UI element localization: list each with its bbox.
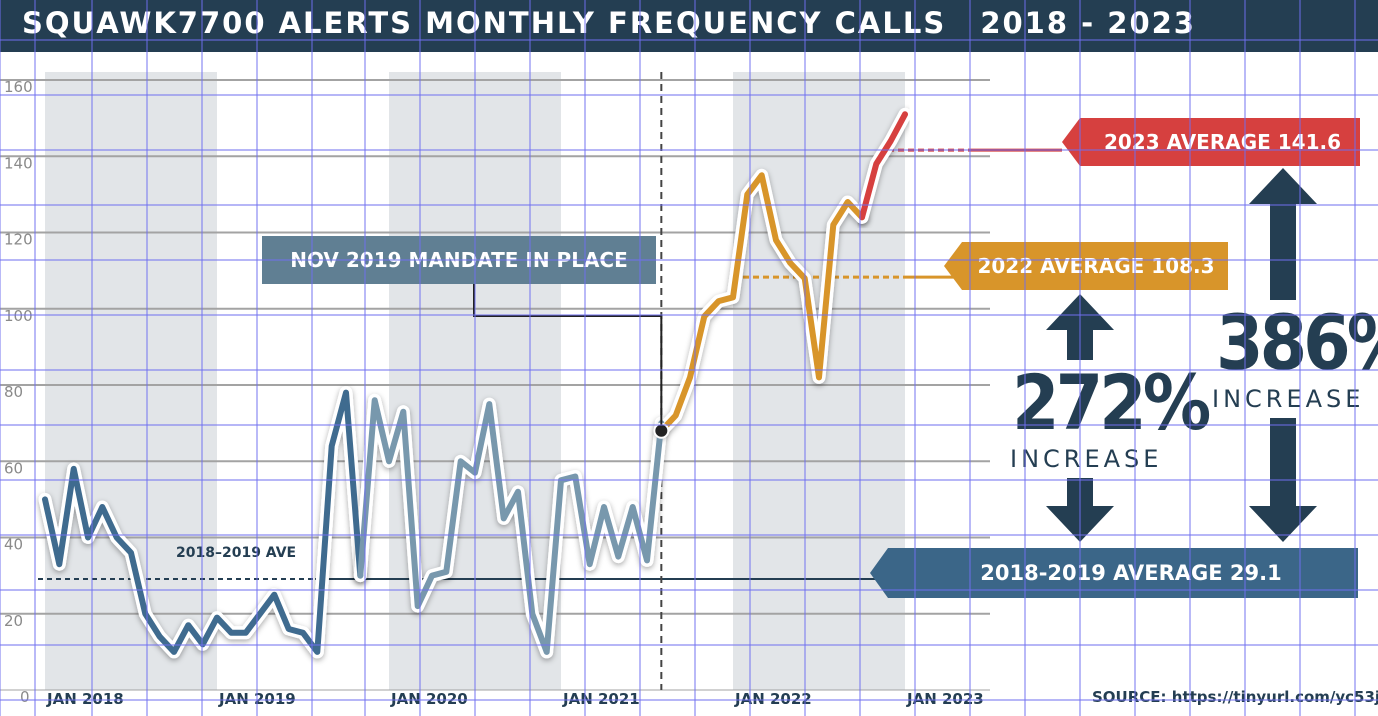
y-tick-label-40: 40 <box>4 536 23 554</box>
arrow-386-up <box>1249 168 1317 300</box>
avg-2018-2019-callout <box>870 548 1358 598</box>
avg-2023-label: 2023 AVERAGE 141.6 <box>1103 130 1342 154</box>
arrow-386-down <box>1249 418 1317 542</box>
shaded-band-2018 <box>45 72 217 690</box>
x-tick-label-2018: JAN 2018 <box>46 690 124 708</box>
y-tick-label-160: 160 <box>4 78 33 96</box>
arrow-272-up <box>1046 294 1114 360</box>
series-2018-2019 <box>42 389 364 655</box>
x-tick-label-2020: JAN 2020 <box>390 690 468 708</box>
series-2020-2021 <box>357 397 665 655</box>
avg-2018-2019-label: 2018-2019 AVERAGE 29.1 <box>980 561 1282 585</box>
chart-title-years: 2018 - 2023 <box>980 6 1196 40</box>
x-tick-label-2023: JAN 2023 <box>906 690 984 708</box>
series-2022-2023 <box>859 111 908 221</box>
avg-2022-callout <box>944 242 1228 290</box>
mandate-label: NOV 2019 MANDATE IN PLACE <box>262 236 656 284</box>
increase-386-label: INCREASE <box>1212 385 1365 413</box>
source-label: SOURCE: https://tinyurl.com/yc53jkk5 <box>1092 688 1378 706</box>
y-tick-label-20: 20 <box>4 612 23 630</box>
y-tick-label-140: 140 <box>4 154 33 172</box>
avg-2022-label: 2022 AVERAGE 108.3 <box>977 254 1215 278</box>
y-tick-label-100: 100 <box>4 307 33 325</box>
chart-title: SQUAWK7700 ALERTS MONTHLY FREQUENCY CALL… <box>22 6 1196 40</box>
pct-272-label: 272% <box>1012 358 1211 447</box>
increase-272-label: INCREASE <box>1010 445 1163 473</box>
x-tick-label-2022: JAN 2022 <box>734 690 812 708</box>
title-bar: SQUAWK7700 ALERTS MONTHLY FREQUENCY CALL… <box>0 0 1378 52</box>
y-tick-label-120: 120 <box>4 231 33 249</box>
x-tick-label-2021: JAN 2021 <box>562 690 640 708</box>
y-tick-label-60: 60 <box>4 459 23 477</box>
y-tick-label-80: 80 <box>4 383 23 401</box>
mandate-leader-line <box>473 284 663 431</box>
x-tick-label-2019: JAN 2019 <box>218 690 296 708</box>
chart-title-main: SQUAWK7700 ALERTS MONTHLY FREQUENCY CALL… <box>22 6 947 40</box>
pct-386-label: 386% <box>1216 298 1378 387</box>
arrow-272-down <box>1046 478 1114 542</box>
ave-2018-2019-short-label: 2018–2019 AVE <box>176 545 297 561</box>
y-tick-label-0: 0 <box>20 688 30 706</box>
avg-2023-callout <box>1062 118 1360 166</box>
